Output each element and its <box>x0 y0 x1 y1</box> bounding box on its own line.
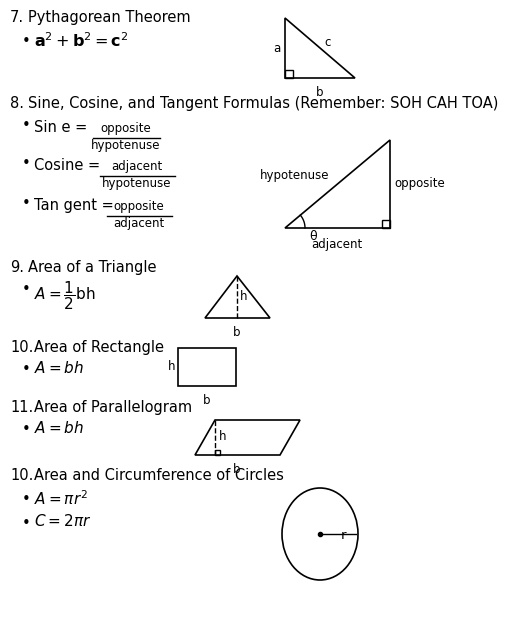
Text: c: c <box>324 36 331 49</box>
Text: r: r <box>340 529 346 542</box>
Text: $\mathbf{a}^2+\mathbf{b}^2=\mathbf{c}^2$: $\mathbf{a}^2+\mathbf{b}^2=\mathbf{c}^2$ <box>34 31 129 50</box>
Text: opposite: opposite <box>101 122 152 135</box>
Text: •: • <box>22 118 31 133</box>
Text: •: • <box>22 196 31 211</box>
Text: 9.: 9. <box>10 260 24 275</box>
Text: Sin e =: Sin e = <box>34 120 87 135</box>
Text: adjacent: adjacent <box>112 160 162 173</box>
Text: hypotenuse: hypotenuse <box>260 169 329 182</box>
Text: 10.: 10. <box>10 340 33 355</box>
Text: Pythagorean Theorem: Pythagorean Theorem <box>28 10 190 25</box>
Text: adjacent: adjacent <box>311 238 363 251</box>
Text: •: • <box>22 34 31 49</box>
Text: Sine, Cosine, and Tangent Formulas (Remember: SOH CAH TOA): Sine, Cosine, and Tangent Formulas (Reme… <box>28 96 498 111</box>
Text: b: b <box>233 463 241 476</box>
Text: $A = \dfrac{1}{2}$bh: $A = \dfrac{1}{2}$bh <box>34 279 95 312</box>
Text: Area of a Triangle: Area of a Triangle <box>28 260 157 275</box>
Text: $A=\pi r^2$: $A=\pi r^2$ <box>34 489 88 508</box>
Text: Cosine =: Cosine = <box>34 158 100 173</box>
Text: a: a <box>273 42 280 54</box>
Text: opposite: opposite <box>394 178 445 190</box>
Text: $C=2\pi r$: $C=2\pi r$ <box>34 513 91 529</box>
Bar <box>178 348 236 386</box>
Text: •: • <box>22 422 31 437</box>
Text: Area and Circumference of Circles: Area and Circumference of Circles <box>34 468 284 483</box>
Text: h: h <box>168 360 175 374</box>
Text: •: • <box>22 156 31 171</box>
Text: $A=bh$: $A=bh$ <box>34 360 84 376</box>
Text: •: • <box>22 362 31 377</box>
Text: Area of Rectangle: Area of Rectangle <box>34 340 164 355</box>
Text: 8.: 8. <box>10 96 24 111</box>
Text: •: • <box>22 492 31 507</box>
Text: hypotenuse: hypotenuse <box>102 177 172 190</box>
Text: Tan gent =: Tan gent = <box>34 198 114 213</box>
Text: b: b <box>233 326 241 339</box>
Text: •: • <box>22 282 31 297</box>
Text: hypotenuse: hypotenuse <box>91 139 161 152</box>
Text: 10.: 10. <box>10 468 33 483</box>
Text: θ: θ <box>309 230 317 243</box>
Text: opposite: opposite <box>114 200 165 213</box>
Text: 11.: 11. <box>10 400 33 415</box>
Text: $A=bh$: $A=bh$ <box>34 420 84 436</box>
Text: h: h <box>219 431 226 443</box>
Text: •: • <box>22 516 31 531</box>
Text: b: b <box>316 86 324 99</box>
Text: Area of Parallelogram: Area of Parallelogram <box>34 400 192 415</box>
Text: adjacent: adjacent <box>113 217 165 230</box>
Text: 7.: 7. <box>10 10 24 25</box>
Text: h: h <box>240 291 248 304</box>
Text: b: b <box>203 394 211 407</box>
